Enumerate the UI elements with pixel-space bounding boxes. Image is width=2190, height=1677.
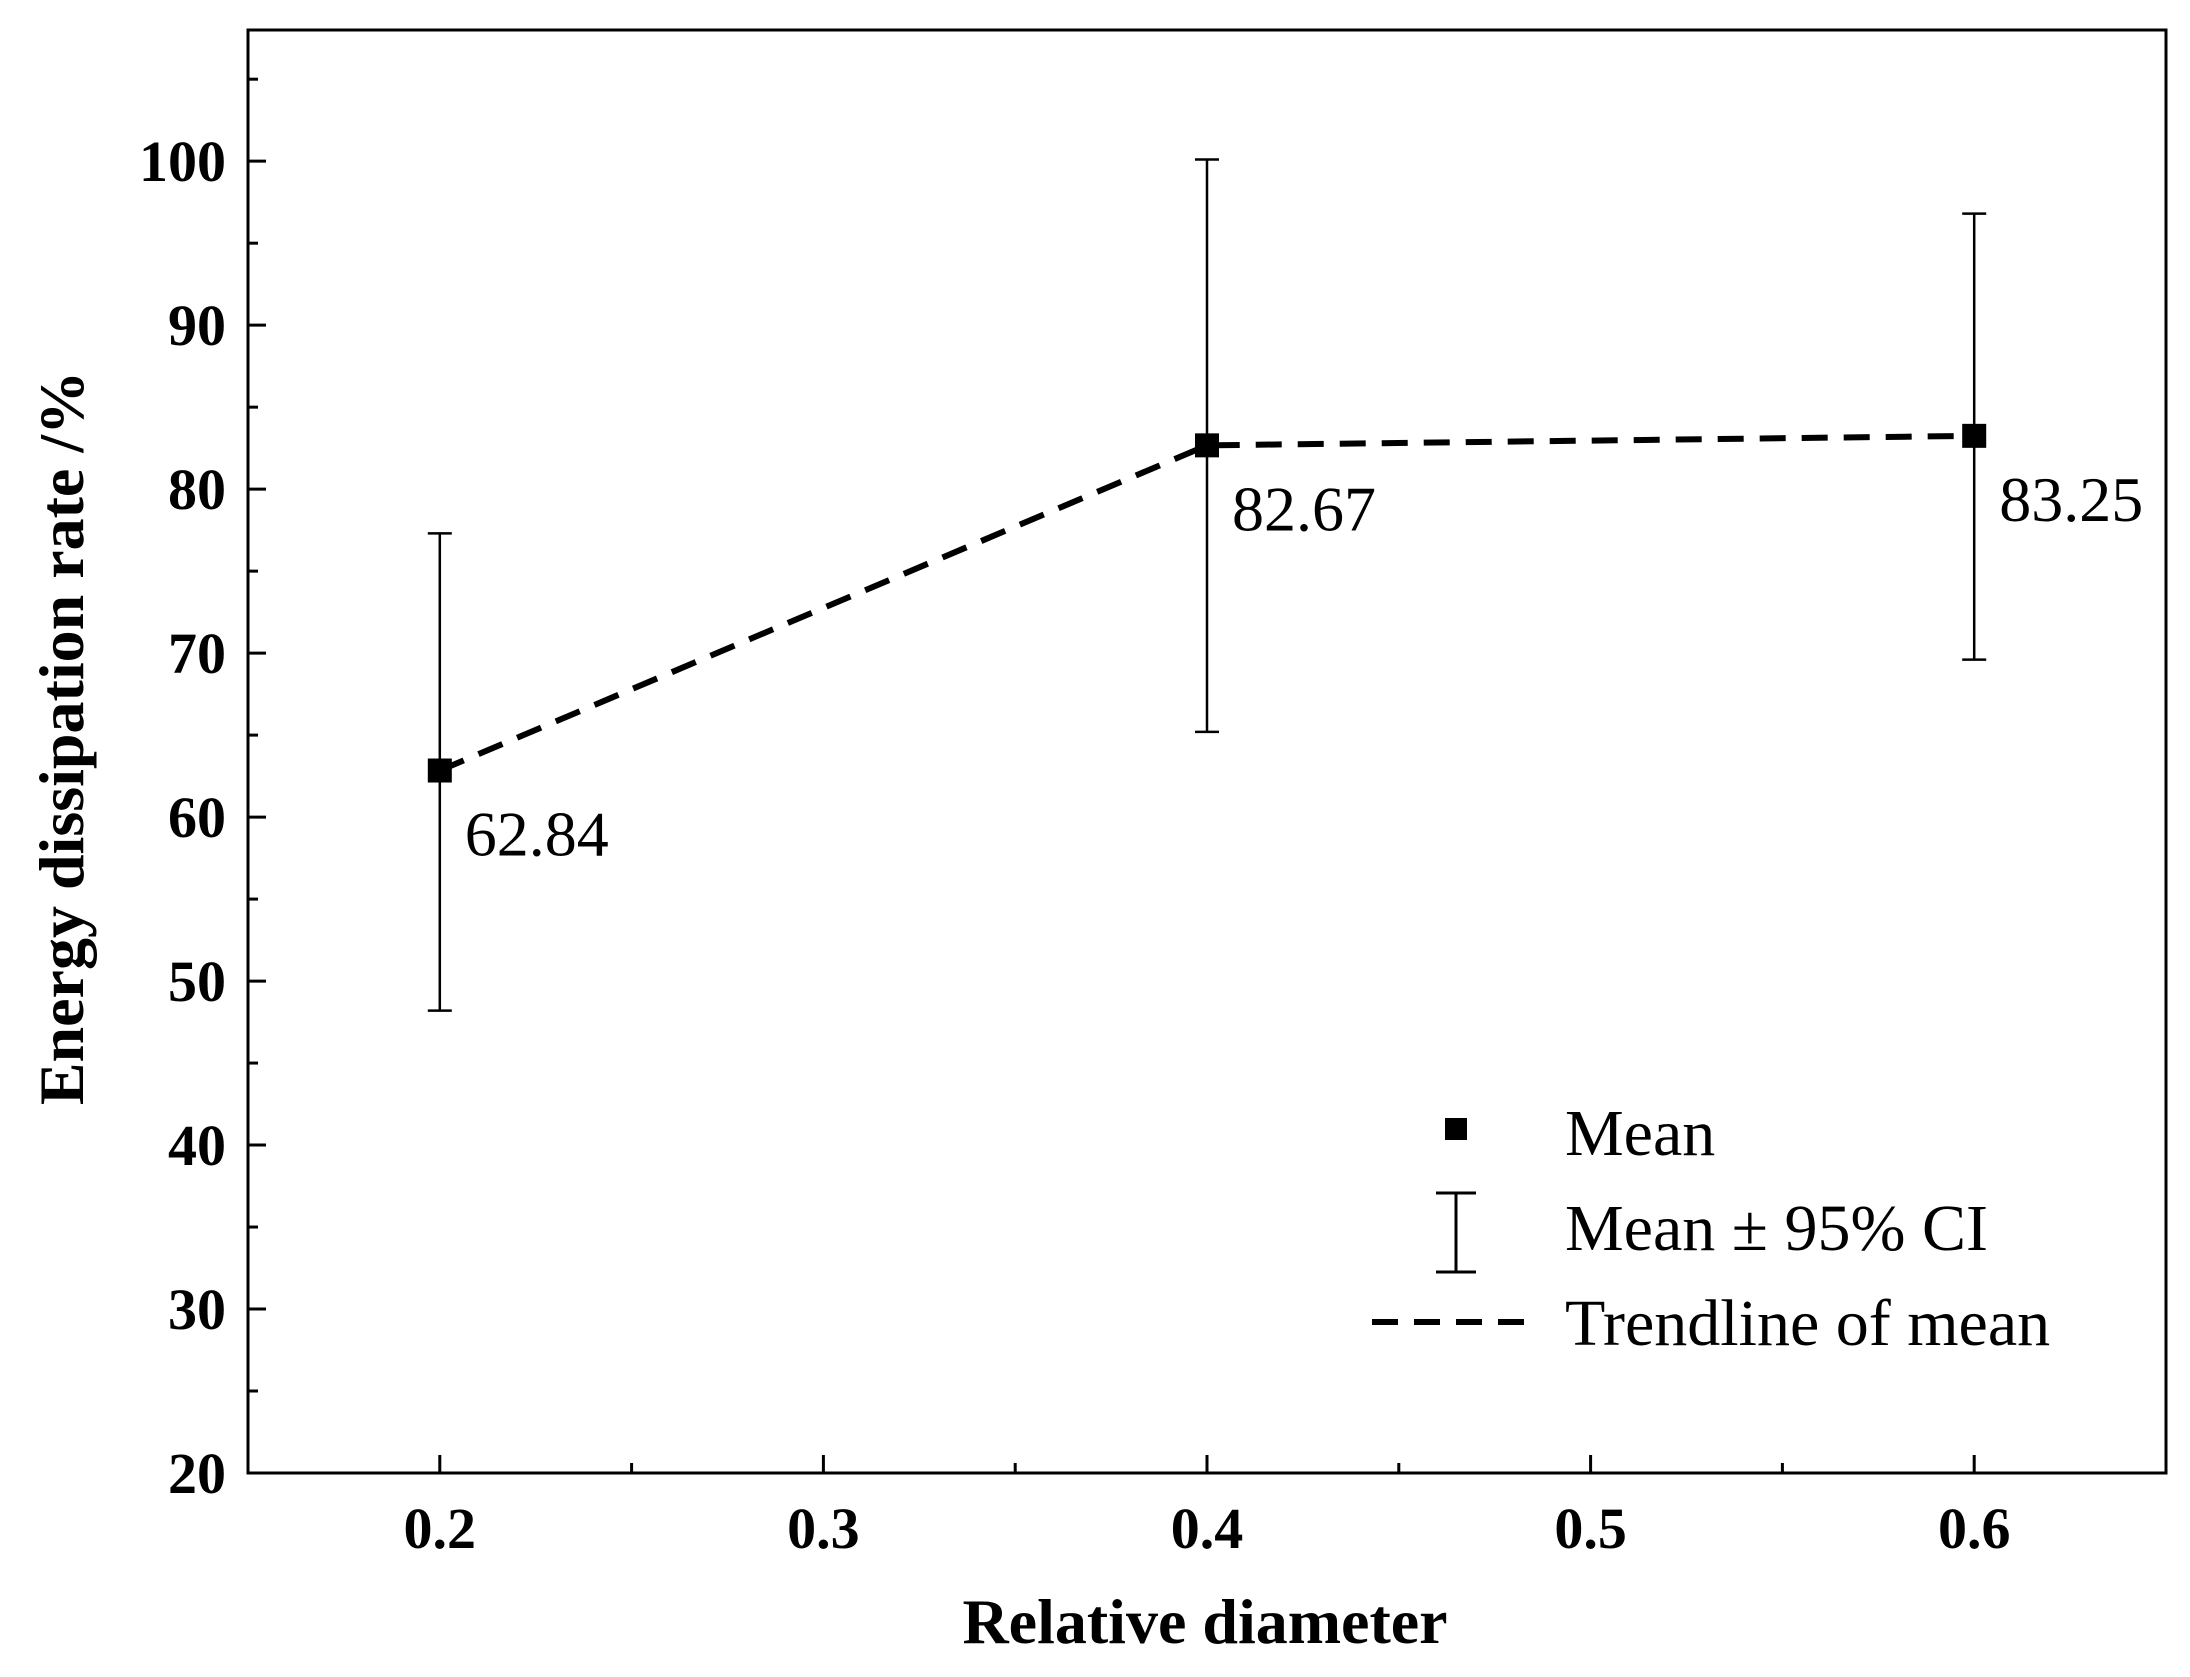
x-tick-label: 0.4 <box>1171 1496 1244 1561</box>
legend-ci-marker <box>1436 1191 1476 1274</box>
y-tick-label: 70 <box>168 621 226 686</box>
legend-trendline-label: Trendline of mean <box>1565 1287 2050 1360</box>
x-tick-labels: 0.2 0.3 0.4 0.5 0.6 <box>404 1496 2011 1561</box>
legend-mean-marker <box>1445 1118 1467 1140</box>
data-labels: 62.84 82.67 83.25 <box>465 464 2143 870</box>
data-label: 82.67 <box>1232 473 1376 544</box>
data-label: 62.84 <box>465 799 609 870</box>
axis-ticks <box>248 77 2168 1475</box>
error-bars <box>427 158 1987 1012</box>
x-tick-label: 0.5 <box>1554 1496 1627 1561</box>
mean-point <box>1195 433 1219 458</box>
legend-ci-label: Mean ± 95% CI <box>1565 1192 1988 1265</box>
mean-points <box>427 423 1987 783</box>
x-tick-label: 0.2 <box>404 1496 477 1561</box>
mean-point <box>1962 423 1987 448</box>
y-axis-title: Energy dissipation rate /% <box>26 371 97 1105</box>
legend: Mean Mean ± 95% CI Trendline of mean <box>1372 1097 2050 1360</box>
y-tick-label: 100 <box>139 129 226 194</box>
y-tick-label: 40 <box>168 1113 226 1178</box>
x-tick-label: 0.6 <box>1938 1496 2011 1561</box>
y-tick-label: 90 <box>168 293 226 358</box>
trendline <box>438 432 1975 774</box>
legend-mean-label: Mean <box>1565 1097 1715 1170</box>
data-label: 83.25 <box>1999 464 2143 535</box>
trendline-of-mean <box>438 432 1975 774</box>
y-tick-label: 20 <box>168 1441 226 1506</box>
x-tick-label: 0.3 <box>787 1496 860 1561</box>
y-tick-label: 80 <box>168 457 226 522</box>
y-tick-label: 30 <box>168 1277 226 1342</box>
y-tick-labels: 20 30 40 50 60 70 80 90 100 <box>139 129 226 1506</box>
y-tick-label: 60 <box>168 785 226 850</box>
mean-point <box>427 758 452 783</box>
y-tick-label: 50 <box>168 949 226 1014</box>
x-axis-title: Relative diameter <box>962 1586 1447 1657</box>
